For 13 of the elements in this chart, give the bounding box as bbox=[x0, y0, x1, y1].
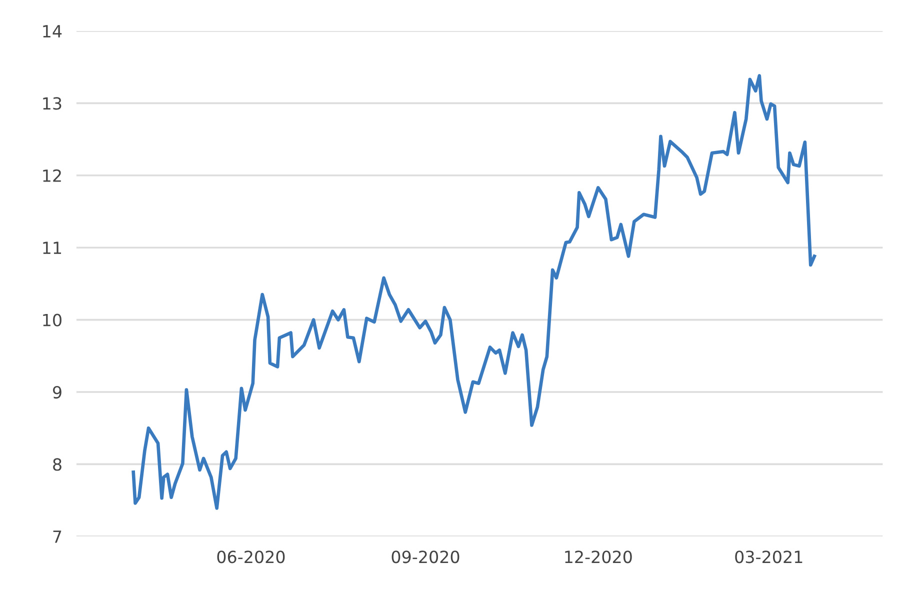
y-tick-label: 8 bbox=[53, 458, 62, 471]
y-tick-label: 9 bbox=[52, 386, 62, 399]
x-tick-label: 06-2020 bbox=[217, 550, 285, 564]
y-tick-label: 14 bbox=[43, 25, 62, 38]
line-series bbox=[132, 74, 816, 510]
x-tick-label: 12-2020 bbox=[565, 550, 632, 564]
y-tick-label: 7 bbox=[53, 530, 62, 543]
y-tick-label: 12 bbox=[43, 169, 61, 182]
x-tick-label: 03-2021 bbox=[735, 550, 802, 564]
y-tick-label: 13 bbox=[43, 97, 62, 110]
x-tick-label: 09-2020 bbox=[392, 550, 460, 564]
y-tick-label: 11 bbox=[43, 242, 62, 254]
y-tick-label: 10 bbox=[43, 314, 62, 326]
